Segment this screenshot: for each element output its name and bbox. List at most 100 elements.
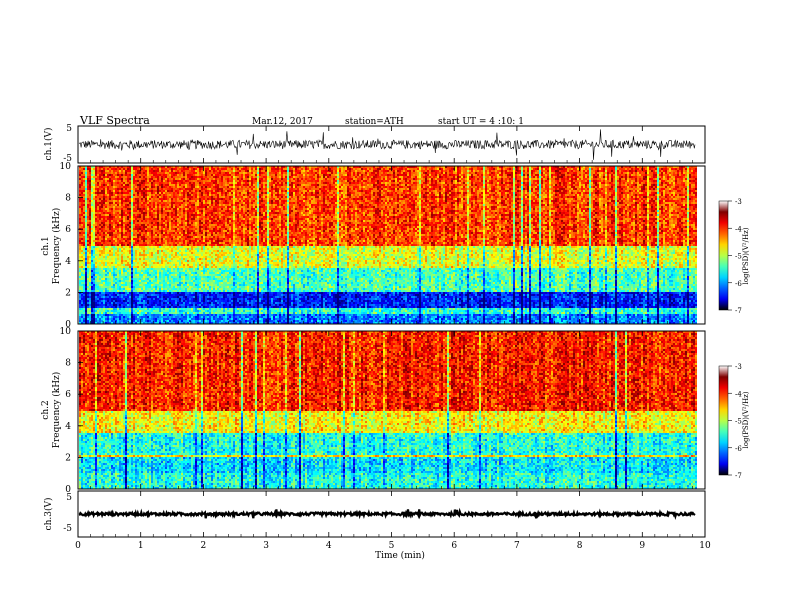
spectrogram-cell: [79, 300, 81, 302]
spectrogram-cell: [91, 254, 93, 256]
spectrogram-cell: [87, 220, 89, 222]
spectrogram-cell: [87, 246, 89, 248]
spectrogram-cell: [85, 256, 87, 258]
spectrogram-cell: [79, 230, 81, 232]
spectrogram-cell: [91, 278, 93, 280]
spectrogram-cell: [87, 178, 89, 180]
spectrogram-cell: [89, 278, 91, 280]
spectrogram-cell: [83, 220, 85, 222]
spectrogram-cell: [89, 168, 91, 170]
spectrogram-cell: [81, 308, 83, 310]
spectrogram-cell: [79, 236, 81, 238]
spectrogram-cell: [79, 294, 81, 296]
spectrogram-cell: [83, 184, 85, 186]
spectrogram-cell: [85, 240, 87, 242]
spectrogram-cell: [83, 194, 85, 196]
spectrogram-cell: [83, 268, 85, 270]
spectrogram-cell: [85, 212, 87, 214]
spectrogram-cell: [85, 278, 87, 280]
spectrogram-cell: [79, 180, 81, 182]
spectrogram-cell: [79, 168, 81, 170]
spectrogram-cell: [79, 262, 81, 264]
spectrogram-cell: [81, 250, 83, 252]
spectrogram-cell: [87, 320, 89, 322]
spectrogram-cell: [81, 316, 83, 318]
spectrogram-cell: [87, 312, 89, 314]
spectrogram-cell: [83, 192, 85, 194]
spectrogram-cell: [81, 248, 83, 250]
spectrogram-cell: [91, 214, 93, 216]
spectrogram-cell: [91, 202, 93, 204]
spectrogram-cell: [89, 260, 91, 262]
spectrogram-cell: [89, 198, 91, 200]
spectrogram-cell: [91, 310, 93, 312]
spectrogram-cell: [87, 300, 89, 302]
spectrogram-cell: [93, 168, 95, 170]
spectrogram-cell: [83, 190, 85, 192]
spectrogram-cell: [93, 190, 95, 192]
spectrogram-cell: [83, 302, 85, 304]
spectrogram-cell: [89, 304, 91, 306]
spectrogram-cell: [85, 250, 87, 252]
spectrogram-cell: [91, 282, 93, 284]
spectrogram-cell: [93, 278, 95, 280]
spectrogram-cell: [91, 228, 93, 230]
spectrogram-cell: [87, 282, 89, 284]
spectrogram-cell: [83, 224, 85, 226]
spectrogram-cell: [85, 292, 87, 294]
spectrogram-cell: [81, 174, 83, 176]
spectrogram-cell: [83, 178, 85, 180]
spectrogram-cell: [91, 280, 93, 282]
spectrogram-cell: [89, 262, 91, 264]
spectrogram-cell: [93, 210, 95, 212]
spectrogram-cell: [91, 196, 93, 198]
spectrogram-cell: [89, 214, 91, 216]
spectrogram-cell: [83, 216, 85, 218]
spectrogram-cell: [93, 266, 95, 268]
spectrogram-cell: [81, 258, 83, 260]
spectrogram-cell: [79, 308, 81, 310]
spectrogram-cell: [91, 188, 93, 190]
spectrogram-cell: [89, 254, 91, 256]
spectrogram-cell: [79, 316, 81, 318]
spectrogram-cell: [91, 168, 93, 170]
spectrogram-cell: [81, 222, 83, 224]
spectrogram-cell: [89, 316, 91, 318]
spectrogram-cell: [81, 282, 83, 284]
spectrogram-cell: [87, 306, 89, 308]
spectrogram-cell: [81, 210, 83, 212]
spectrogram-cell: [87, 190, 89, 192]
spectrogram-cell: [91, 276, 93, 278]
spectrogram-cell: [89, 224, 91, 226]
spectrogram-cell: [91, 190, 93, 192]
spectrogram-cell: [85, 316, 87, 318]
spectrogram-cell: [93, 184, 95, 186]
spectrogram-cell: [81, 254, 83, 256]
spectrogram-cell: [87, 214, 89, 216]
spectrogram-cell: [83, 296, 85, 298]
spectrogram-cell: [83, 168, 85, 170]
spectrogram-cell: [85, 180, 87, 182]
spectrogram-cell: [81, 168, 83, 170]
spectrogram-cell: [85, 232, 87, 234]
spectrogram-cell: [87, 248, 89, 250]
spectrogram-cell: [81, 264, 83, 266]
spectrogram-cell: [81, 186, 83, 188]
spectrogram-cell: [87, 192, 89, 194]
spectrogram-cell: [83, 304, 85, 306]
spectrogram-cell: [87, 196, 89, 198]
spectrogram-cell: [89, 196, 91, 198]
spectrogram-cell: [85, 208, 87, 210]
spectrogram-cell: [91, 218, 93, 220]
spectrogram-cell: [93, 284, 95, 286]
spectrogram-cell: [93, 222, 95, 224]
spectrogram-cell: [91, 226, 93, 228]
spectrogram-cell: [81, 318, 83, 320]
spectrogram-cell: [81, 246, 83, 248]
spectrogram-cell: [87, 254, 89, 256]
spectrogram-cell: [83, 272, 85, 274]
spectrogram-cell: [85, 310, 87, 312]
spectrogram-cell: [85, 258, 87, 260]
spectrogram-cell: [87, 168, 89, 170]
spectrogram-cell: [91, 222, 93, 224]
